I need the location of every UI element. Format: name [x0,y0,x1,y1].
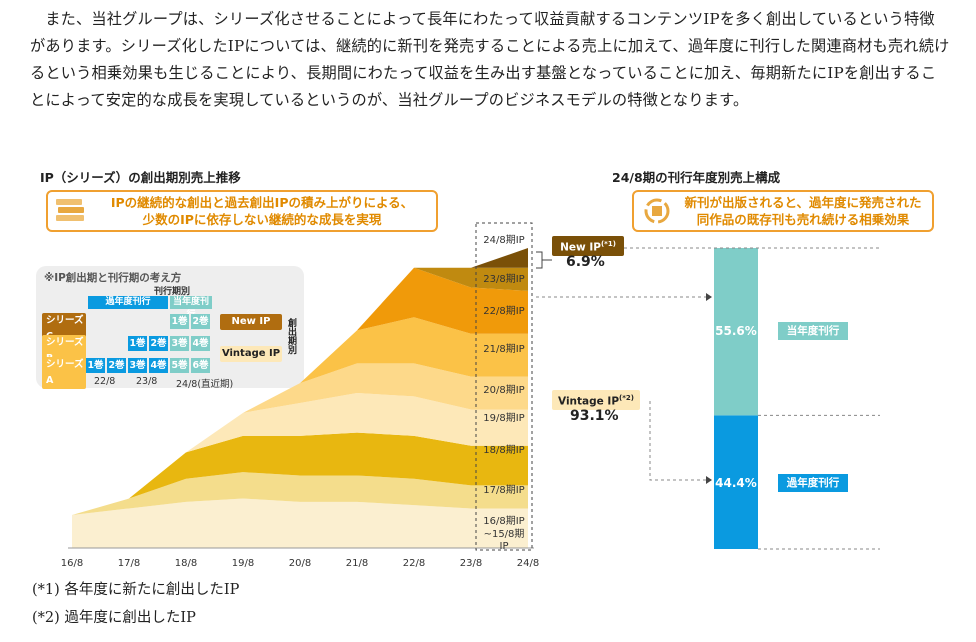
x-tick-label: 23/8 [460,558,482,569]
stack-label: 16/8期IP [483,515,524,527]
stack-label: 19/8期IP [483,412,524,424]
a-vol1: 1巻 [86,358,105,373]
a-vol2: 2巻 [107,358,126,373]
left-note-box: IPの継続的な創出と過去創出IPの積み上がりによる、 少数のIPに依存しない継続的… [46,190,438,232]
x-tick-label: 19/8 [232,558,254,569]
stack-label: ~15/8期 [484,528,525,540]
new-ip-percent: 6.9% [566,254,605,270]
right-note-line2: 同作品の既存刊も売れ続ける相乗効果 [696,212,910,227]
series-a-label: シリーズA [42,357,86,389]
b-vol4: 4巻 [191,336,210,351]
stack-label: 22/8期IP [483,305,524,317]
b-vol1: 1巻 [128,336,147,351]
right-note-box: 新刊が出版されると、過年度に発売された 同作品の既存刊も売れ続ける相乗効果 [632,190,934,232]
footnote-2: (*2) 過年度に創出したIP [32,610,196,626]
intro-paragraph: また、当社グループは、シリーズ化させることによって長年にわたって収益貢献するコン… [30,10,950,109]
new-ip-label: New IP [560,241,601,254]
stack-label: IP [500,541,509,552]
concept-x-22: 22/8 [94,376,116,387]
concept-panel-title: ※IP創出期と刊行期の考え方 [44,272,182,284]
stack-label: 20/8期IP [483,384,524,396]
concept-new-ip-tag: New IP [220,314,282,330]
right-note-line1: 新刊が出版されると、過年度に発売された [684,195,922,210]
latest-period-box [475,222,533,551]
vintage-ip-percent: 93.1% [570,408,619,424]
left-section-title: IP（シリーズ）の創出期別売上推移 [40,170,241,185]
footnote-1: (*1) 各年度に新たに創出したIP [32,582,240,598]
x-tick-label: 17/8 [118,558,140,569]
b-vol3: 3巻 [170,336,189,351]
x-tick-label: 18/8 [175,558,197,569]
concept-x-24: 24/8(直近期) [176,379,234,390]
legend-current: 当年度刊行 [778,322,848,340]
new-ip-sup: (*1) [600,240,616,248]
stack-label: 18/8期IP [483,444,524,456]
stack-label: 21/8期IP [483,343,524,355]
b-vol2: 2巻 [149,336,168,351]
left-note-line1: IPの継続的な創出と過去創出IPの積み上がりによる、 [110,195,414,210]
vintage-ip-label: Vintage IP [558,395,620,408]
a-vol6: 6巻 [191,358,210,373]
left-note-line2: 少数のIPに依存しない継続的な成長を実現 [142,212,382,227]
x-tick-label: 24/8 [517,558,539,569]
past-header: 過年度刊行 [88,296,168,309]
souhutsu-label: 創出期別 [286,318,296,354]
ip-concept-panel: ※IP創出期と刊行期の考え方 刊行期別 過年度刊行 当年度刊行 シリーズC シリ… [36,266,304,390]
current-header: 当年度刊行 [170,296,212,320]
area-series-3 [72,393,528,516]
area-series-1 [72,472,528,516]
stack-label: 17/8期IP [483,484,524,496]
concept-x-23: 23/8 [136,376,158,387]
x-tick-label: 22/8 [403,558,425,569]
vintage-ip-sup: (*2) [619,394,634,402]
stack-label: 24/8期IP [483,234,524,246]
legend-past: 過年度刊行 [778,474,848,492]
x-tick-label: 21/8 [346,558,368,569]
new-ip-badge: New IP(*1) [552,236,624,256]
x-tick-label: 20/8 [289,558,311,569]
books-icon [56,199,84,221]
a-vol3: 3巻 [128,358,147,373]
bar-current-pct: 55.6% [715,324,757,338]
c-vol2: 2巻 [191,314,210,329]
concept-vintage-ip-tag: Vintage IP [220,346,282,362]
area-series-0 [72,498,528,548]
right-section-title: 24/8期の刊行年度別売上構成 [612,170,781,185]
x-tick-label: 16/8 [61,558,83,569]
a-vol5: 5巻 [170,358,189,373]
stack-label: 23/8期IP [483,273,524,285]
a-vol4: 4巻 [149,358,168,373]
bar-past-pct: 44.4% [715,476,757,490]
c-vol1: 1巻 [170,314,189,329]
cycle-book-icon [644,198,670,224]
area-series-2 [72,432,528,516]
vintage-ip-badge: Vintage IP(*2) [552,390,640,410]
